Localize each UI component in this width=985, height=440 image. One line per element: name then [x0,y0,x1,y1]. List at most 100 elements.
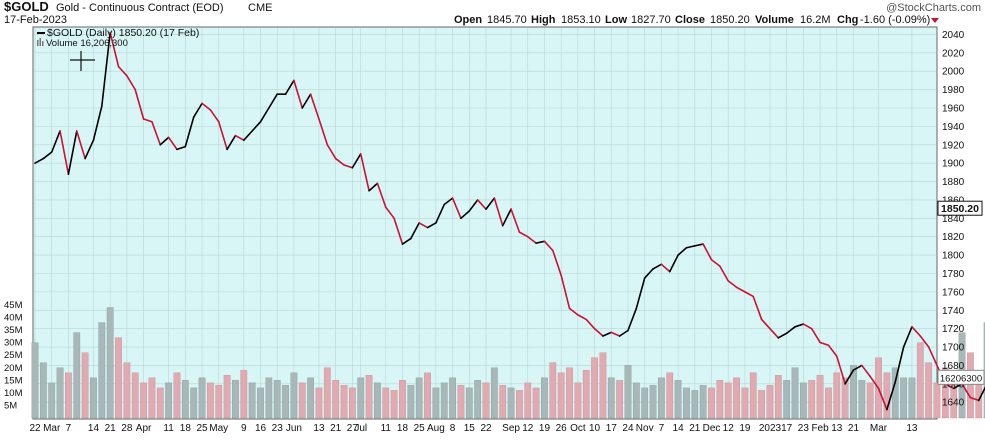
volume-bar [799,382,807,419]
price-segment [134,88,145,120]
volume-bar [749,372,757,419]
price-segment [610,331,621,337]
volume-bar [357,377,365,419]
date-tick-label: 9 [241,423,247,434]
price-segment [769,327,780,339]
price-tick-label: 1900 [942,159,965,170]
volume-bar [833,372,841,419]
volume-bar [808,380,816,419]
date-tick-label: 12 [522,423,534,434]
price-segment [593,327,604,337]
volume-bar [649,385,657,419]
volume-bar [282,385,289,419]
date-tick-label: 13 [831,423,843,434]
price-segment [852,364,863,371]
price-segment [560,274,571,310]
price-segment [67,130,78,175]
date-tick-label: Mar [870,423,888,434]
volume-bar [365,375,373,419]
change-value: -1.60 (-0.09%) [860,14,930,26]
price-tick-label: 1640 [942,398,965,409]
last-value-labels: 1850.20 16206300 [937,200,985,385]
low-value: 1827.70 [631,14,671,26]
price-segment [744,291,755,298]
volume-tick-label: 10M [4,388,23,399]
volume-bar [374,382,381,419]
volume-bar [925,362,933,419]
volume-bar [716,380,724,419]
price-segment [443,197,454,206]
high-value: 1853.10 [561,14,601,26]
ohlc-summary: Open 1845.70 High 1853.10 Low 1827.70 Cl… [454,14,939,26]
volume-bar [115,337,122,419]
price-segment [735,286,746,293]
price-tick-label: 1700 [942,343,965,354]
volume-bar [666,372,674,419]
date-tick-label: 19 [739,423,751,434]
volume-bar [432,387,440,419]
volume-tick-label: 45M [4,300,23,311]
price-segment [485,197,496,210]
price-tick-label: 2000 [942,67,965,78]
horizontal-gridlines [34,34,936,403]
volume-bar [140,382,147,419]
price-segment [418,222,429,229]
volume-bar [724,382,732,419]
volume-bar [131,372,139,419]
price-segment [309,93,320,120]
price-segment [785,326,796,335]
date-tick-label: 10 [589,423,601,434]
date-tick-label: 26 [556,423,568,434]
date-tick-label: 12 [723,423,735,434]
price-segment [176,145,187,151]
date-tick-label: 8 [450,423,456,434]
price-tick-label: 1740 [942,306,965,317]
volume-bar [624,365,632,419]
volume-bar [783,380,791,419]
open-value: 1845.70 [487,14,527,26]
legend-price-label: $GOLD (Daily) 1850.20 (17 Feb) [47,27,199,39]
price-segment [201,102,212,111]
price-segment [75,130,86,160]
volume-bar [557,372,565,419]
date-tick-label: 18 [180,423,192,434]
volume-bar [683,387,690,419]
price-segment [351,153,362,169]
price-tick-label: 1800 [942,251,965,262]
volume-bar [298,382,306,419]
volume-bar [841,377,849,419]
volume-bar [215,385,223,419]
price-segment [869,375,880,390]
price-tick-label: 1960 [942,103,965,114]
volume-bar [156,387,164,419]
volume-bar [56,367,64,419]
price-segment [384,206,395,220]
volume-bar [307,377,314,419]
volume-bar [90,377,97,419]
date-tick-label: 25 [414,423,426,434]
price-segment [318,118,329,146]
date-tick-label: 25 [196,423,208,434]
volume-bar [758,390,765,419]
price-segment [117,65,128,77]
volume-bar [165,382,173,419]
price-segment [284,79,295,95]
price-segment [192,102,203,118]
date-tick-label: 13 [313,423,325,434]
volume-bar [148,377,156,419]
price-segment [602,331,613,337]
date-tick-label: 27 [347,423,359,434]
volume-bar [474,380,482,419]
volume-bar [332,380,340,419]
price-segment [142,118,153,123]
volume-bar [541,377,548,419]
price-segment [368,182,379,192]
price-segment [643,268,654,279]
price-segment [652,263,663,270]
volume-bar [340,385,348,419]
volume-bar [198,377,206,419]
price-segment [760,318,771,330]
volume-tick-label: 30M [4,338,23,349]
price-segment [810,327,821,344]
price-tick-label: 2040 [942,30,965,41]
